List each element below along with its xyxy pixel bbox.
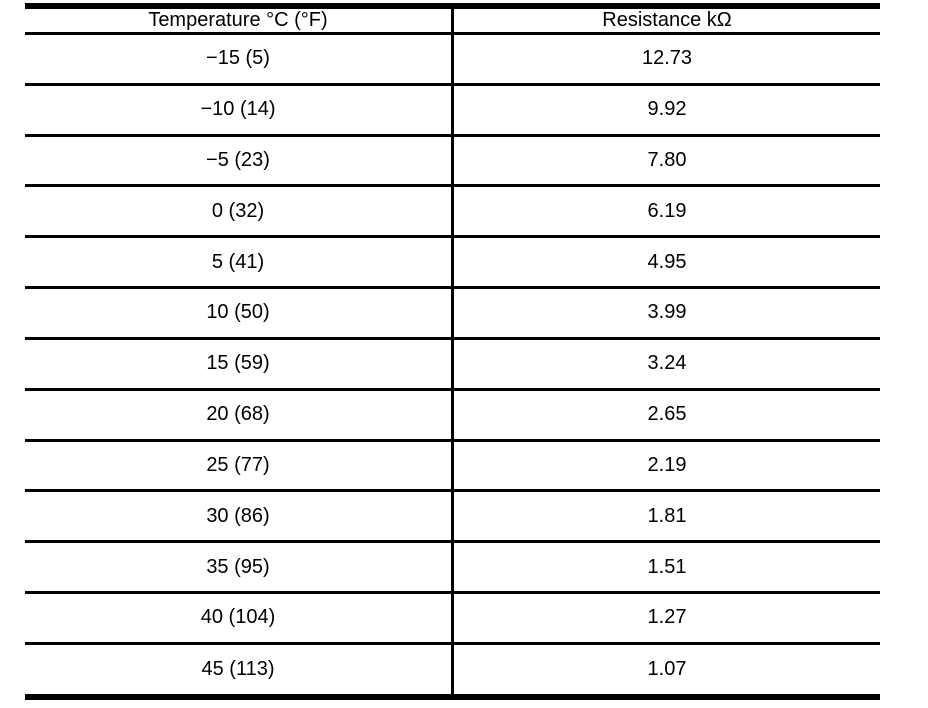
temperature-cell: −15 (5): [25, 33, 454, 86]
temperature-cell: −5 (23): [25, 135, 454, 188]
table-row: 0 (32) 6.19: [25, 185, 880, 239]
temperature-cell: 20 (68): [25, 389, 454, 442]
resistance-cell: 1.07: [452, 643, 880, 699]
temperature-cell: 25 (77): [25, 440, 454, 493]
table-row: 10 (50) 3.99: [25, 287, 880, 340]
resistance-cell: 2.19: [452, 440, 880, 493]
temperature-cell: 35 (95): [25, 541, 454, 594]
temperature-cell: −10 (14): [25, 84, 454, 137]
resistance-column-header: Resistance kΩ: [452, 6, 880, 35]
table-row: 35 (95) 1.51: [25, 541, 880, 594]
temperature-cell: 5 (41): [25, 236, 454, 290]
temperature-column-header: Temperature °C (°F): [25, 6, 454, 35]
table-row: 20 (68) 2.65: [25, 389, 880, 442]
temperature-cell: 40 (104): [25, 592, 454, 645]
resistance-cell: 1.81: [452, 490, 880, 544]
table-row: −5 (23) 7.80: [25, 135, 880, 188]
resistance-cell: 3.24: [452, 338, 880, 391]
temperature-resistance-table: Temperature °C (°F) Resistance kΩ −15 (5…: [25, 3, 880, 700]
table-row: 25 (77) 2.19: [25, 440, 880, 493]
table-row: 5 (41) 4.95: [25, 236, 880, 290]
temperature-cell: 0 (32): [25, 185, 454, 239]
temperature-cell: 30 (86): [25, 490, 454, 544]
table-row: 40 (104) 1.27: [25, 592, 880, 645]
temperature-cell: 15 (59): [25, 338, 454, 391]
resistance-cell: 6.19: [452, 185, 880, 239]
resistance-cell: 12.73: [452, 33, 880, 86]
resistance-cell: 7.80: [452, 135, 880, 188]
table-row: 30 (86) 1.81: [25, 490, 880, 544]
resistance-cell: 9.92: [452, 84, 880, 137]
table-row: 45 (113) 1.07: [25, 643, 880, 699]
table-row: −10 (14) 9.92: [25, 84, 880, 137]
header-row: Temperature °C (°F) Resistance kΩ: [25, 6, 880, 35]
resistance-cell: 1.51: [452, 541, 880, 594]
table-row: −15 (5) 12.73: [25, 33, 880, 86]
resistance-cell: 2.65: [452, 389, 880, 442]
table-row: 15 (59) 3.24: [25, 338, 880, 391]
table-header: Temperature °C (°F) Resistance kΩ: [25, 6, 880, 35]
temperature-cell: 45 (113): [25, 643, 454, 699]
resistance-cell: 1.27: [452, 592, 880, 645]
resistance-cell: 4.95: [452, 236, 880, 290]
temperature-cell: 10 (50): [25, 287, 454, 340]
table-body: −15 (5) 12.73 −10 (14) 9.92 −5 (23) 7.80 0 (32…: [25, 33, 880, 699]
resistance-cell: 3.99: [452, 287, 880, 340]
